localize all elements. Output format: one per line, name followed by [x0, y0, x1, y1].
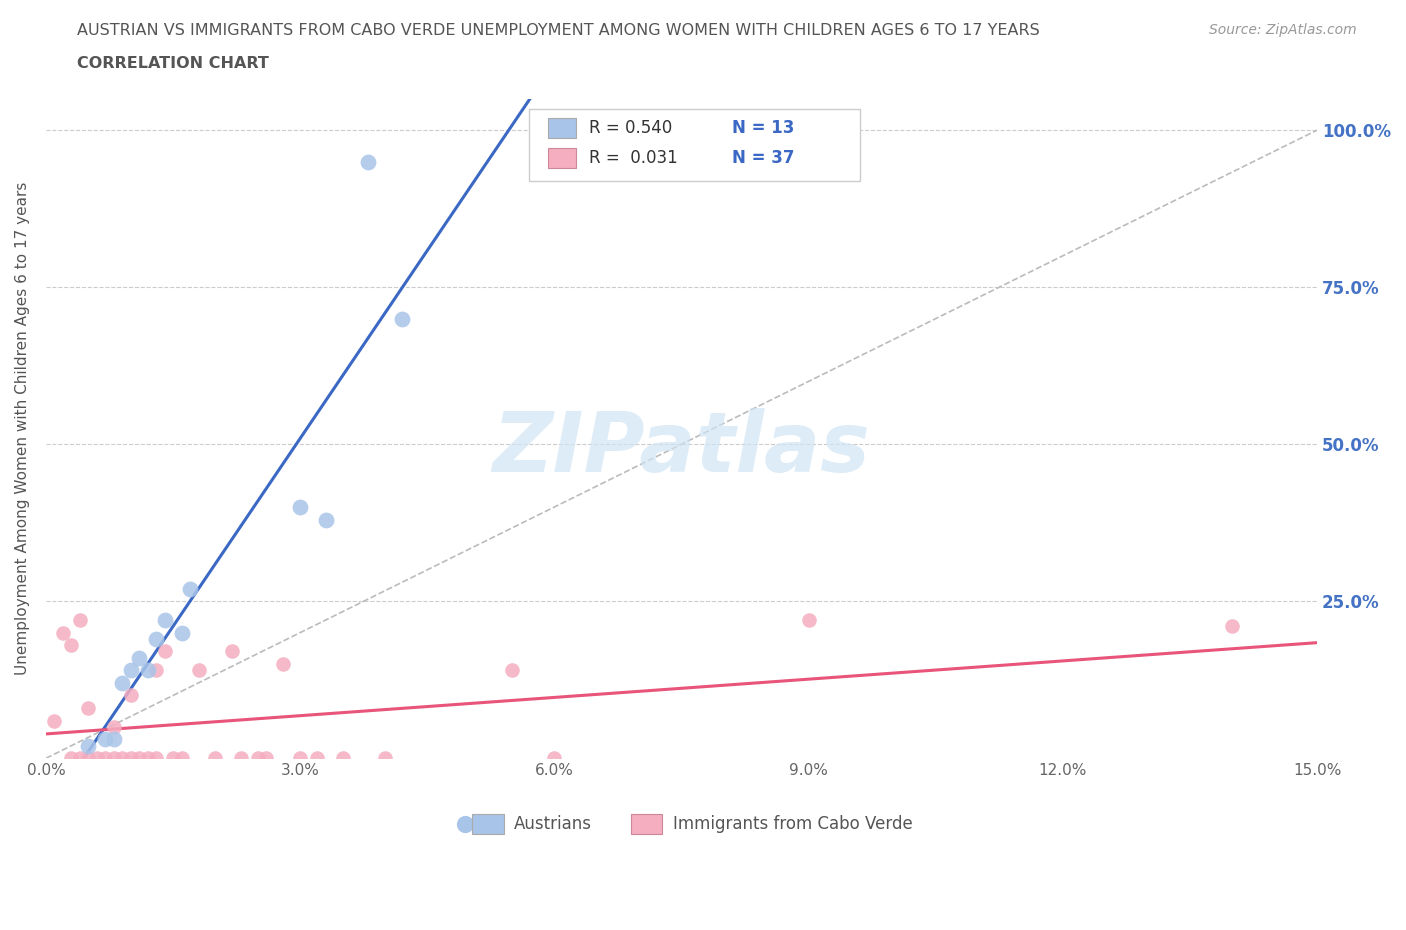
Bar [548, 148, 576, 168]
Point [1222, 618, 1244, 633]
Point [86, 751, 108, 765]
Point [60, 751, 83, 765]
Point [77, 751, 100, 765]
Point [246, 751, 269, 765]
Point [77, 738, 100, 753]
Point [94, 732, 117, 747]
Point [153, 644, 176, 658]
Point [170, 751, 193, 765]
Text: CORRELATION CHART: CORRELATION CHART [77, 56, 269, 71]
Point [254, 751, 277, 765]
Point [77, 700, 100, 715]
Point [120, 688, 142, 703]
Point [290, 751, 312, 765]
Point [120, 663, 142, 678]
Point [307, 751, 329, 765]
Text: AUSTRIAN VS IMMIGRANTS FROM CABO VERDE UNEMPLOYMENT AMONG WOMEN WITH CHILDREN AG: AUSTRIAN VS IMMIGRANTS FROM CABO VERDE U… [77, 23, 1040, 38]
Point [69, 751, 91, 765]
Point [187, 663, 209, 678]
Point [128, 751, 150, 765]
Point [128, 650, 150, 665]
Point [501, 663, 523, 678]
Point [145, 663, 167, 678]
Text: Source: ZipAtlas.com: Source: ZipAtlas.com [1209, 23, 1357, 37]
Point [357, 154, 380, 169]
Point [162, 751, 184, 765]
Point [145, 751, 167, 765]
Point [136, 751, 159, 765]
Bar [472, 815, 503, 834]
Point [221, 644, 243, 658]
Point [204, 751, 226, 765]
Point [103, 732, 125, 747]
Point [111, 675, 134, 690]
Point [391, 312, 413, 326]
Point [229, 751, 252, 765]
Text: Immigrants from Cabo Verde: Immigrants from Cabo Verde [672, 816, 912, 833]
Point [103, 720, 125, 735]
Point [332, 751, 354, 765]
Bar [631, 815, 662, 834]
Point [103, 751, 125, 765]
Point [60, 638, 83, 653]
Point [315, 512, 337, 527]
Point [44, 713, 66, 728]
Point [374, 751, 396, 765]
Point [52, 625, 75, 640]
Text: Austrians: Austrians [513, 816, 592, 833]
Point [136, 663, 159, 678]
Point [69, 613, 91, 628]
Y-axis label: Unemployment Among Women with Children Ages 6 to 17 years: Unemployment Among Women with Children A… [15, 181, 30, 675]
Text: ZIPatlas: ZIPatlas [492, 407, 870, 489]
Text: N = 37: N = 37 [733, 149, 794, 167]
Point [290, 499, 312, 514]
Point [145, 631, 167, 646]
FancyBboxPatch shape [529, 109, 859, 181]
Point [543, 751, 565, 765]
Point [179, 581, 201, 596]
Text: R =  0.031: R = 0.031 [589, 149, 678, 167]
Point [94, 751, 117, 765]
Point [153, 613, 176, 628]
Point [271, 657, 294, 671]
Text: R = 0.540: R = 0.540 [589, 119, 672, 138]
Point [111, 751, 134, 765]
Bar [548, 118, 576, 139]
Point [797, 613, 820, 628]
Text: N = 13: N = 13 [733, 119, 794, 138]
Point [170, 625, 193, 640]
Point [120, 751, 142, 765]
